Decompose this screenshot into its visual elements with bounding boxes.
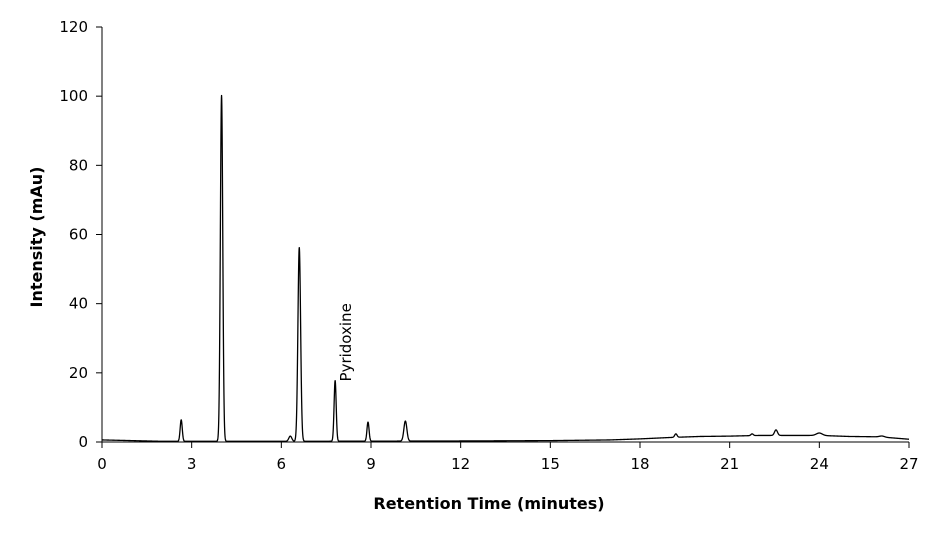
x-tick-label: 6 bbox=[277, 455, 287, 473]
x-tick-label: 21 bbox=[720, 455, 739, 473]
x-tick-label: 27 bbox=[899, 455, 918, 473]
x-ticks: 0 3 6 9 12 15 18 21 24 27 bbox=[97, 442, 919, 473]
x-axis-title: Retention Time (minutes) bbox=[373, 494, 604, 513]
chromatogram-trace bbox=[101, 94, 910, 442]
y-tick-label: 20 bbox=[69, 364, 88, 382]
y-tick-label: 80 bbox=[69, 156, 88, 174]
x-tick-label: 9 bbox=[366, 455, 376, 473]
annotations: Pyridoxine bbox=[337, 303, 355, 381]
x-tick-label: 3 bbox=[187, 455, 197, 473]
x-tick-label: 18 bbox=[630, 455, 649, 473]
peak-annotation-label: Pyridoxine bbox=[337, 303, 355, 381]
x-tick-label: 0 bbox=[97, 455, 107, 473]
y-tick-label: 60 bbox=[69, 226, 88, 244]
axes: 0 20 40 60 80 100 120 0 3 6 9 12 15 18 21 24 27 bbox=[59, 18, 918, 473]
x-tick-label: 15 bbox=[541, 455, 560, 473]
x-tick-label: 24 bbox=[810, 455, 829, 473]
y-tick-label: 40 bbox=[69, 295, 88, 313]
y-tick-label: 120 bbox=[59, 18, 88, 36]
y-tick-label: 0 bbox=[78, 433, 88, 451]
y-ticks: 0 20 40 60 80 100 120 bbox=[59, 18, 102, 451]
y-axis-title: Intensity (mAu) bbox=[27, 167, 46, 308]
y-tick-label: 100 bbox=[59, 87, 88, 105]
x-tick-label: 12 bbox=[451, 455, 470, 473]
